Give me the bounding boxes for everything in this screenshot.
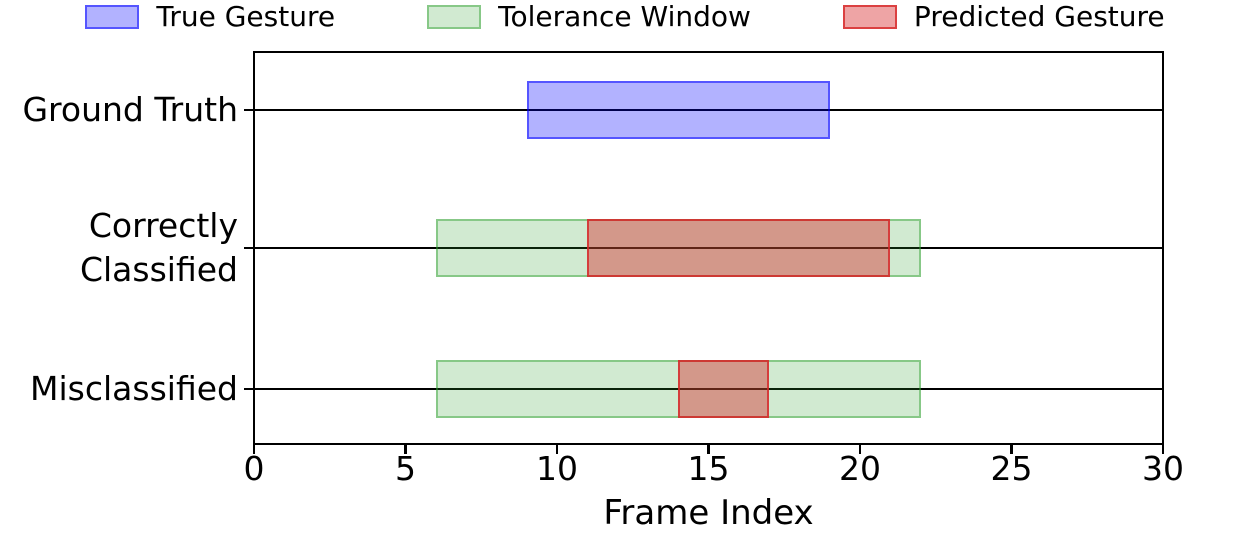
x-axis-tick-label: 0 — [243, 449, 265, 488]
x-axis-tick — [707, 444, 710, 454]
legend-label: True Gesture — [156, 0, 336, 33]
y-axis-tick — [244, 387, 254, 391]
row-baseline — [254, 387, 1163, 391]
interval-bar — [587, 219, 891, 277]
y-axis-label: Misclassified — [30, 369, 238, 409]
legend-label: Predicted Gesture — [913, 0, 1165, 33]
x-axis-tick-label: 25 — [990, 449, 1033, 488]
row-baseline — [254, 246, 1163, 250]
x-axis-tick-label: 10 — [536, 449, 578, 488]
x-axis-tick — [252, 444, 256, 454]
x-axis-tick — [404, 444, 407, 454]
interval-bar — [678, 360, 770, 418]
y-axis-label: Ground Truth — [22, 90, 238, 130]
x-axis-tick-label: 30 — [1142, 449, 1184, 488]
legend-label: Tolerance Window — [498, 0, 751, 33]
legend-swatch-icon — [427, 5, 482, 30]
plot-area — [253, 51, 1164, 445]
x-axis-tick — [555, 444, 559, 454]
x-axis-tick — [1010, 444, 1013, 454]
x-axis-tick-label: 20 — [839, 449, 881, 488]
interval-bar — [526, 81, 830, 139]
x-axis-tick-label: 5 — [395, 449, 416, 488]
legend-item: Tolerance Window — [427, 0, 751, 33]
x-axis-tick-label: 15 — [687, 449, 730, 488]
x-axis-tick — [1161, 444, 1165, 454]
legend-item: Predicted Gesture — [842, 0, 1165, 33]
x-axis-title: Frame Index — [603, 493, 814, 533]
y-axis-label: Correctly Classified — [79, 206, 238, 289]
x-axis-tick — [858, 444, 862, 454]
legend: True Gesture Tolerance Window Predicted Ge… — [0, 0, 1250, 33]
legend-swatch-icon — [842, 5, 897, 30]
row-baseline — [254, 108, 1163, 112]
y-axis-tick — [244, 108, 254, 112]
y-axis-tick — [244, 246, 254, 250]
legend-swatch-icon — [85, 5, 140, 30]
legend-item: True Gesture — [85, 0, 336, 33]
